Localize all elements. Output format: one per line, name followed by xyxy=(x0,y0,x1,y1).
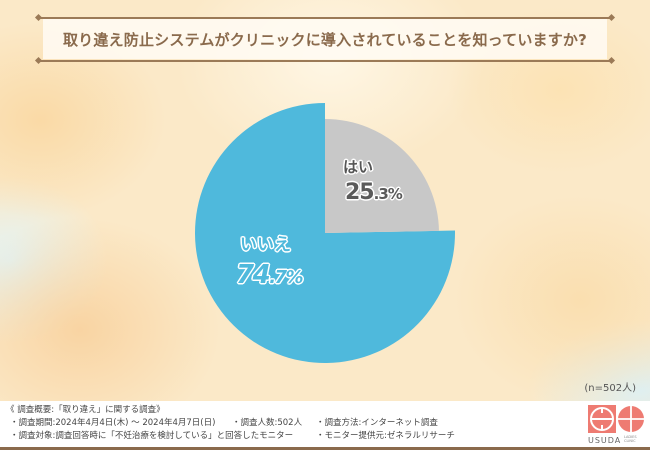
pie-slice-no xyxy=(195,103,456,364)
question-title-box: 取り違え防止システムがクリニックに導入されていることを知っていますか? xyxy=(38,16,612,62)
slice-value-no-dec: .7% xyxy=(269,267,303,288)
clinic-logo xyxy=(588,405,644,433)
pie-slice-yes xyxy=(325,119,439,233)
logo-sub-line2: CLINIC xyxy=(624,438,636,443)
slice-value-yes: 25.3% xyxy=(345,180,403,205)
footer-bottom-bar xyxy=(0,447,650,450)
slice-value-no: 74.7% xyxy=(236,260,304,290)
logo-wordmark: USUDA xyxy=(588,436,622,445)
logo-sub-line1: LADIES xyxy=(624,435,637,439)
slice-label-yes: はい xyxy=(343,158,374,176)
survey-period: ・調査期間:2024年4月4日(木) ～ 2024年4月7日(日) xyxy=(10,418,216,428)
title-bottom-rule xyxy=(38,60,612,62)
survey-provider: ・モニター提供元:ゼネラルリサーチ xyxy=(316,431,455,441)
logo-subtitle: LADIES CLINIC xyxy=(624,435,637,444)
title-top-rule xyxy=(38,17,612,19)
slice-value-yes-dec: .3% xyxy=(373,185,403,203)
slice-label-no: いいえ xyxy=(240,235,291,255)
survey-heading: 《 調査概要:「取り違え」に関する調査》 xyxy=(6,405,165,415)
slice-value-no-int: 74 xyxy=(236,260,271,290)
survey-method: ・調査方法:インターネット調査 xyxy=(316,418,438,428)
title-panel: 取り違え防止システムがクリニックに導入されていることを知っていますか? xyxy=(43,19,607,59)
slice-value-yes-int: 25 xyxy=(345,180,375,205)
survey-target: ・調査対象:調査回答時に「不妊治療を検討している」と回答したモニター xyxy=(10,431,294,441)
pie-chart xyxy=(195,103,456,364)
survey-footer xyxy=(0,401,650,447)
sample-size-label: (n=502人) xyxy=(584,383,636,394)
survey-count: ・調査人数:502人 xyxy=(232,418,303,428)
chart-title: 取り違え防止システムがクリニックに導入されていることを知っていますか? xyxy=(62,30,588,49)
